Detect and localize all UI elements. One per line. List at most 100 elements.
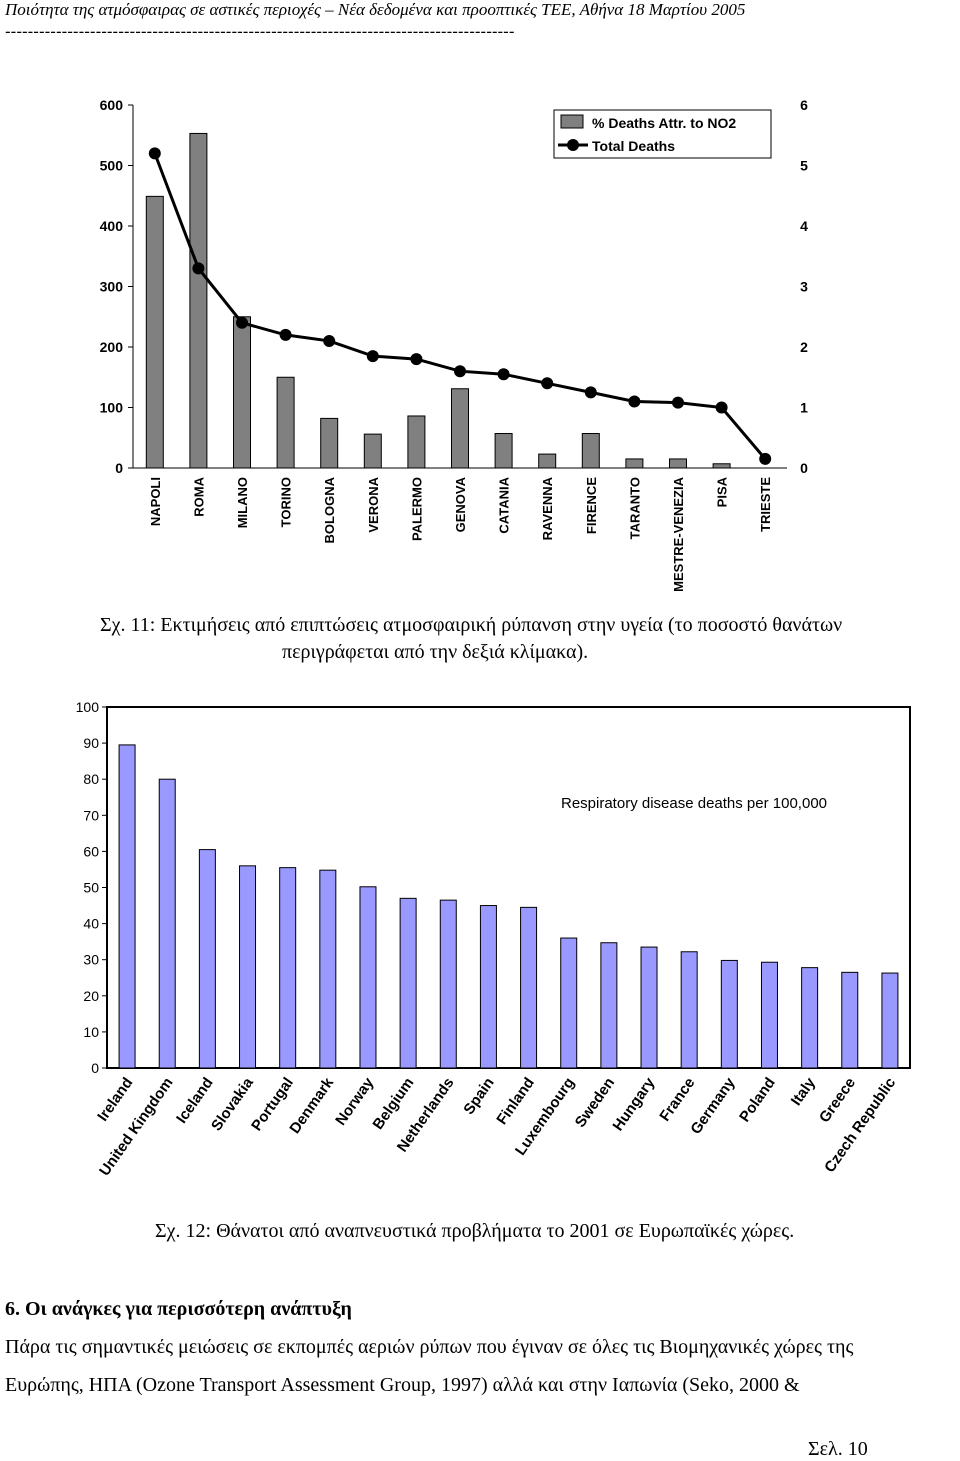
plot-frame — [106, 706, 911, 1069]
bar-verona — [363, 433, 382, 469]
bar-czech-republic — [881, 972, 899, 1069]
total-deaths-point — [672, 396, 684, 409]
x-tick-label: Hungary — [609, 1074, 658, 1134]
left-tick-label: 400 — [100, 218, 124, 234]
left-tick-label: 300 — [100, 279, 124, 295]
y-tick-label: 90 — [83, 735, 99, 751]
bar-slovakia — [239, 865, 257, 1069]
y-tick-label: 0 — [91, 1060, 99, 1076]
right-tick-label: 4 — [800, 218, 808, 234]
y-tick-label: 10 — [83, 1024, 99, 1040]
total-deaths-point — [497, 368, 510, 381]
bar-united-kingdom — [158, 778, 176, 1069]
x-tick-label: Czech Republic — [821, 1075, 899, 1176]
total-deaths-point — [628, 395, 641, 408]
section-heading: 6. Οι ανάγκες για περισσότερη ανάπτυξη — [5, 1298, 352, 1320]
y-tick-label: 30 — [83, 952, 99, 968]
y-tick-label: 50 — [83, 880, 99, 896]
right-tick-label: 0 — [800, 460, 808, 476]
legend-line-label: Total Deaths — [592, 138, 675, 154]
x-tick-label: France — [656, 1075, 698, 1125]
paragraph-line-1: Πάρα τις σημαντικές μειώσεις σε εκπομπές… — [5, 1336, 854, 1358]
y-tick-label: 70 — [83, 807, 99, 823]
bar-firence — [581, 433, 600, 469]
legend-box — [553, 109, 772, 159]
x-tick-label: GENOVA — [453, 476, 468, 532]
x-tick-label: ROMA — [191, 476, 206, 516]
total-deaths-point — [410, 353, 423, 366]
left-tick-label: 600 — [100, 97, 124, 113]
bar-germany — [720, 959, 738, 1069]
bar-hungary — [640, 946, 658, 1069]
x-tick-label: MESTRE-VENEZIA — [671, 476, 686, 591]
legend-bar-swatch — [560, 114, 584, 129]
y-tick-label: 40 — [83, 916, 99, 932]
figure-12-caption: Σχ. 12: Θάνατοι από αναπνευστικά προβλήμ… — [155, 1220, 795, 1242]
x-tick-label: BOLOGNA — [322, 476, 337, 543]
bar-genova — [451, 388, 469, 469]
total-deaths-point — [236, 316, 248, 329]
legend-bar-label: % Deaths Attr. to NO2 — [592, 115, 736, 131]
bar-netherlands — [439, 899, 457, 1069]
x-tick-label: Iceland — [173, 1075, 217, 1127]
x-tick-label: Ireland — [94, 1075, 136, 1125]
x-tick-label: RAVENNA — [540, 476, 555, 540]
figure-11-caption-line-1: Σχ. 11: Εκτιμήσεις από επιπτώσεις ατμοσφ… — [100, 614, 843, 636]
x-tick-label: TARANTO — [627, 477, 642, 539]
total-deaths-point — [715, 401, 728, 414]
y-tick-label: 80 — [83, 771, 99, 787]
bar-portugal — [279, 867, 297, 1069]
x-tick-label: Greece — [816, 1075, 859, 1126]
bar-pisa — [712, 463, 731, 469]
chart-italian-cities: 0 100 200 300 400 500 600 0 1 2 3 4 5 6 NAPOLI ROMA MILA… — [100, 97, 808, 592]
figure-11-caption-line-2: περιγράφεται από την δεξιά κλίμακα). — [282, 641, 589, 663]
bar-bologna — [320, 417, 339, 469]
total-deaths-point — [279, 328, 292, 341]
total-deaths-point — [541, 377, 554, 390]
y-tick-label: 20 — [83, 988, 99, 1004]
bar-iceland — [198, 849, 216, 1069]
total-deaths-point — [454, 365, 466, 378]
left-tick-label: 0 — [115, 460, 123, 476]
bar-palermo — [407, 415, 426, 469]
total-deaths-point — [366, 350, 379, 363]
bar-torino — [276, 376, 295, 469]
header-title: Ποιότητα της ατμόσφαιρας σε αστικές περι… — [5, 0, 746, 19]
bar-ireland — [118, 744, 136, 1069]
bar-mestre-venezia — [669, 458, 687, 469]
x-tick-label: Poland — [736, 1075, 779, 1126]
legend-line-marker — [567, 139, 579, 151]
x-tick-label: TRIESTE — [758, 477, 773, 532]
x-tick-label: FIRENCE — [584, 477, 599, 534]
left-tick-label: 100 — [100, 400, 124, 416]
x-tick-label: Italy — [788, 1074, 820, 1109]
bar-belgium — [399, 897, 417, 1069]
x-tick-label: PALERMO — [409, 477, 424, 541]
left-tick-label: 200 — [100, 339, 124, 355]
bar-roma — [189, 132, 208, 469]
x-tick-label: VERONA — [366, 476, 381, 532]
bar-france — [680, 951, 698, 1069]
x-tick-label: PISA — [715, 476, 730, 507]
total-deaths-point — [759, 452, 772, 465]
x-tick-label: United Kingdom — [96, 1075, 176, 1180]
bar-luxembourg — [560, 937, 578, 1069]
bar-italy — [801, 967, 819, 1069]
y-tick-label: 60 — [83, 843, 99, 859]
right-tick-label: 2 — [800, 339, 808, 355]
left-tick-label: 500 — [100, 158, 124, 174]
x-tick-label: TORINO — [279, 477, 294, 527]
right-tick-label: 1 — [800, 400, 808, 416]
bar-taranto — [625, 458, 644, 469]
bar-norway — [359, 886, 377, 1069]
paragraph-line-2: Ευρώπης, ΗΠΑ (Ozone Transport Assessment… — [5, 1374, 800, 1396]
chart-annotation: Respiratory disease deaths per 100,000 — [561, 795, 827, 812]
x-tick-label: CATANIA — [497, 476, 512, 533]
bar-milano — [233, 316, 251, 469]
bar-poland — [760, 961, 778, 1069]
bar-catania — [494, 433, 513, 469]
y-tick-label: 100 — [76, 699, 100, 715]
header-rule: ----------------------------------------… — [5, 22, 515, 41]
x-tick-label: MILANO — [235, 477, 250, 528]
